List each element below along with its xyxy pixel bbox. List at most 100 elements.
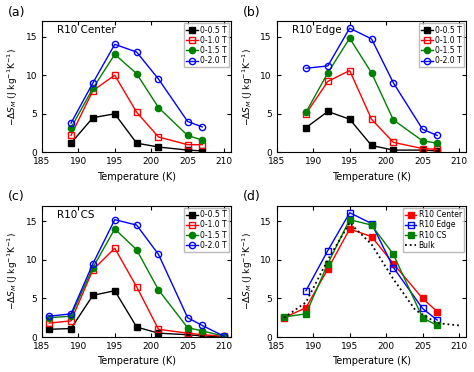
Line: 0-1.5 T: 0-1.5 T [46,226,227,339]
Bulk [281,315,287,320]
0-2.0 T [185,315,191,320]
0-0.5 T [155,331,161,336]
Line: 0-1.0 T: 0-1.0 T [303,67,440,153]
R10 Edge [391,265,396,270]
Line: 0-0.5 T: 0-0.5 T [303,108,440,154]
0-2.0 T [112,42,118,46]
0-0.5 T [90,115,96,120]
Line: 0-1.5 T: 0-1.5 T [68,51,205,143]
0-2.0 T [90,262,96,266]
Text: (c): (c) [8,190,25,203]
Line: 0-2.0 T: 0-2.0 T [46,217,227,339]
R10 Center [434,309,440,314]
Line: 0-0.5 T: 0-0.5 T [68,111,205,154]
0-1.0 T [90,89,96,93]
R10 CS [419,315,425,320]
0-1.0 T [391,140,396,145]
0-2.0 T [303,66,309,70]
R10 Edge [419,306,425,311]
0-2.0 T [200,323,205,328]
Y-axis label: $-\Delta S_{M}$ (J kg$^{-1}$K$^{-1}$): $-\Delta S_{M}$ (J kg$^{-1}$K$^{-1}$) [6,48,20,126]
0-1.5 T [112,227,118,231]
0-1.0 T [46,321,52,326]
0-0.5 T [391,148,396,152]
0-2.0 T [419,127,425,131]
R10 CS [391,252,396,257]
0-1.0 T [155,327,161,331]
0-1.5 T [303,110,309,115]
Text: (d): (d) [243,190,260,203]
R10 Edge [347,211,353,215]
0-1.5 T [185,326,191,330]
Bulk [434,321,440,326]
R10 CS [347,218,353,222]
0-1.5 T [112,52,118,57]
0-1.5 T [391,118,396,122]
0-1.0 T [221,334,227,339]
Y-axis label: $-\Delta S_{M}$ (J kg$^{-1}$K$^{-1}$): $-\Delta S_{M}$ (J kg$^{-1}$K$^{-1}$) [6,232,20,310]
0-0.5 T [200,334,205,338]
0-1.5 T [134,71,139,76]
0-1.0 T [90,267,96,272]
0-1.0 T [347,68,353,73]
0-0.5 T [134,325,139,329]
0-1.0 T [419,146,425,151]
Bulk [347,221,353,225]
0-2.0 T [185,119,191,124]
Line: 0-1.5 T: 0-1.5 T [303,35,440,146]
R10 Center [303,305,309,310]
0-1.5 T [200,138,205,142]
Legend: 0-0.5 T, 0-1.0 T, 0-1.5 T, 0-2.0 T: 0-0.5 T, 0-1.0 T, 0-1.5 T, 0-2.0 T [419,23,464,67]
0-0.5 T [347,117,353,121]
0-1.5 T [46,315,52,320]
X-axis label: Temperature (K): Temperature (K) [97,356,176,366]
0-0.5 T [185,333,191,337]
Bulk [456,323,462,328]
0-0.5 T [134,141,139,145]
0-2.0 T [200,125,205,129]
0-0.5 T [200,149,205,153]
0-1.0 T [369,117,374,121]
Legend: 0-0.5 T, 0-1.0 T, 0-1.5 T, 0-2.0 T: 0-0.5 T, 0-1.0 T, 0-1.5 T, 0-2.0 T [184,23,229,67]
0-2.0 T [391,81,396,85]
Bulk [412,308,418,312]
0-2.0 T [221,334,227,339]
0-1.5 T [68,125,74,130]
0-2.0 T [112,218,118,222]
0-0.5 T [434,149,440,153]
0-2.0 T [68,312,74,316]
R10 Edge [325,248,331,253]
0-2.0 T [90,81,96,85]
0-1.5 T [369,71,374,75]
R10 CS [325,262,331,266]
0-2.0 T [68,121,74,125]
0-2.0 T [325,64,331,68]
0-0.5 T [221,335,227,339]
0-1.0 T [185,142,191,147]
0-1.5 T [68,314,74,318]
0-1.5 T [434,141,440,145]
R10 Center [369,234,374,239]
0-0.5 T [155,145,161,149]
0-0.5 T [303,125,309,130]
0-1.0 T [200,142,205,147]
0-0.5 T [68,326,74,331]
0-1.5 T [134,247,139,252]
Line: 0-2.0 T: 0-2.0 T [303,25,440,138]
0-1.0 T [112,246,118,250]
0-1.0 T [68,133,74,138]
Text: R10 Center: R10 Center [57,25,116,35]
0-2.0 T [155,77,161,81]
R10 CS [281,315,287,319]
R10 Edge [303,288,309,293]
0-2.0 T [369,37,374,41]
R10 CS [434,323,440,328]
0-1.0 T [134,285,139,289]
Legend: 0-0.5 T, 0-1.0 T, 0-1.5 T, 0-2.0 T: 0-0.5 T, 0-1.0 T, 0-1.5 T, 0-2.0 T [184,208,229,252]
0-1.5 T [221,334,227,339]
Bulk [391,277,396,281]
0-0.5 T [112,112,118,116]
R10 Edge [369,221,374,226]
0-0.5 T [90,293,96,298]
0-0.5 T [185,148,191,152]
